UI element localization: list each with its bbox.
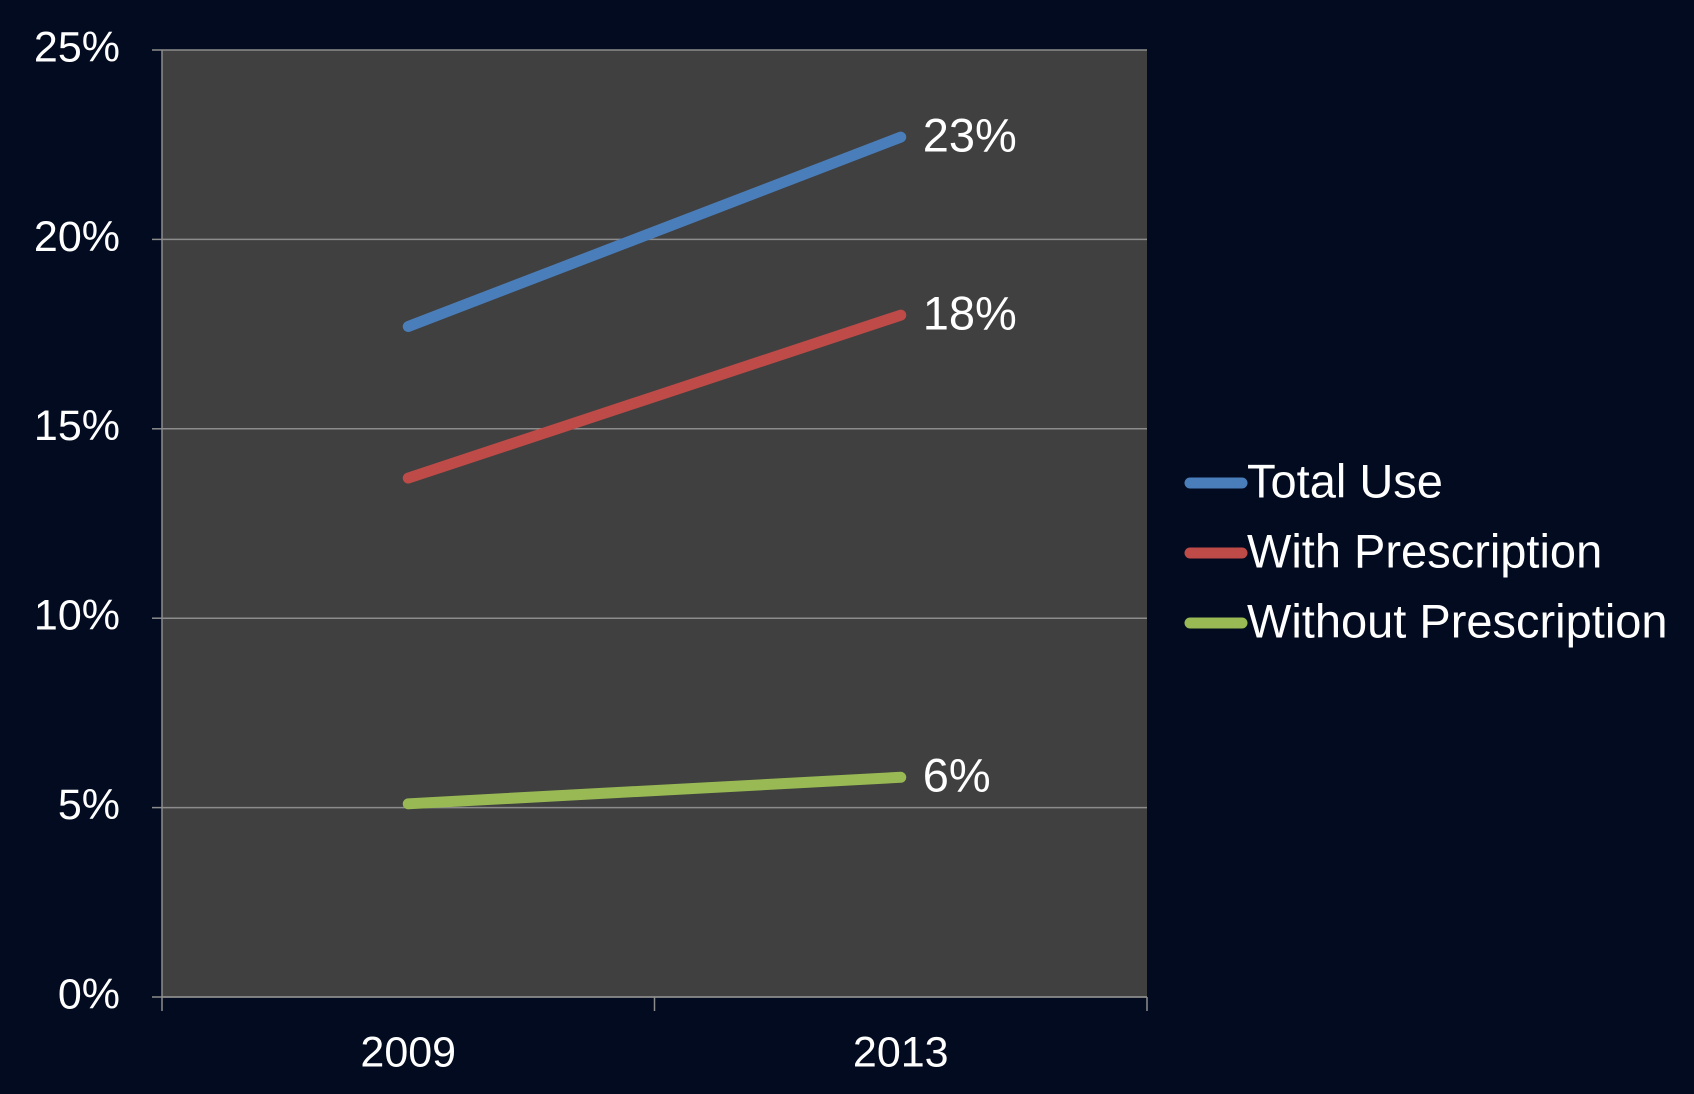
y-tick-label: 15% <box>34 402 120 450</box>
y-tick-label: 25% <box>34 23 120 71</box>
data-label: 23% <box>923 109 1017 162</box>
legend-label: Without Prescription <box>1247 594 1668 647</box>
series-line <box>402 131 907 333</box>
y-tick-label: 5% <box>58 781 120 829</box>
data-label: 18% <box>923 287 1017 340</box>
y-tick-label: 0% <box>58 970 120 1018</box>
x-tick-label: 2009 <box>360 1028 456 1076</box>
series-line <box>402 771 907 810</box>
legend-label: Total Use <box>1247 454 1443 507</box>
legend-label: With Prescription <box>1247 524 1602 577</box>
data-label: 6% <box>923 749 991 802</box>
x-tick-label: 2013 <box>853 1028 949 1076</box>
y-tick-label: 20% <box>34 213 120 261</box>
y-tick-label: 10% <box>34 592 120 640</box>
plot-area <box>162 50 1147 997</box>
series-line <box>402 309 907 484</box>
